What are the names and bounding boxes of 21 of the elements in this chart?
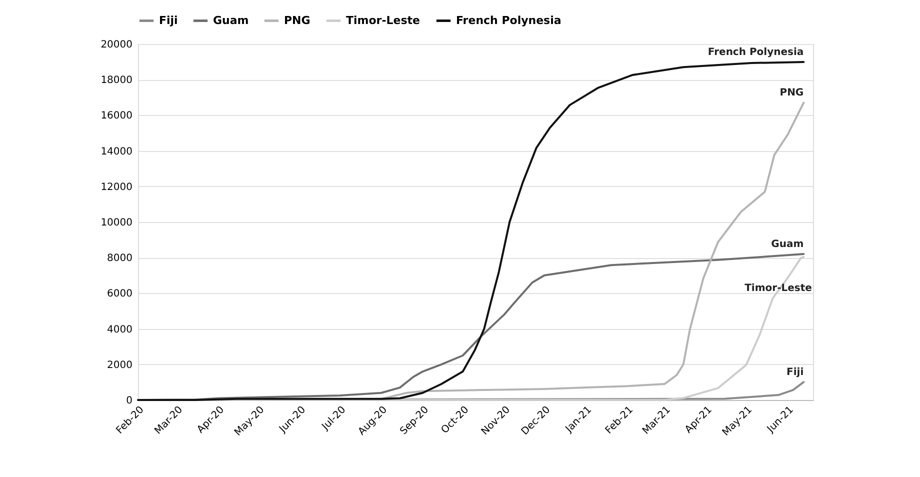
- y-tick-label: 10000: [100, 218, 132, 228]
- y-tick-label: 12000: [100, 182, 132, 193]
- annotation: PNG: [780, 88, 804, 99]
- y-tick-label: 4000: [107, 324, 132, 336]
- legend-label: Timor-Leste: [346, 14, 420, 27]
- legend-label: Fiji: [159, 14, 178, 27]
- legend-label: PNG: [284, 14, 310, 27]
- y-tick-label: 16000: [100, 110, 132, 122]
- annotation: Guam: [771, 239, 804, 250]
- y-tick-label: 20000: [100, 40, 132, 50]
- y-tick-label: 14000: [100, 146, 132, 158]
- annotation: French Polynesia: [708, 46, 804, 58]
- annotation: Timor-Leste: [744, 282, 812, 294]
- y-tick-label: 6000: [107, 288, 132, 300]
- legend-label: Guam: [213, 14, 249, 27]
- y-tick-label: 18000: [100, 75, 132, 86]
- y-tick-label: 0: [126, 396, 132, 406]
- y-tick-label: 8000: [107, 253, 132, 264]
- y-tick-label: 2000: [107, 360, 132, 371]
- annotation: Fiji: [786, 367, 804, 378]
- legend-label: French Polynesia: [456, 14, 562, 27]
